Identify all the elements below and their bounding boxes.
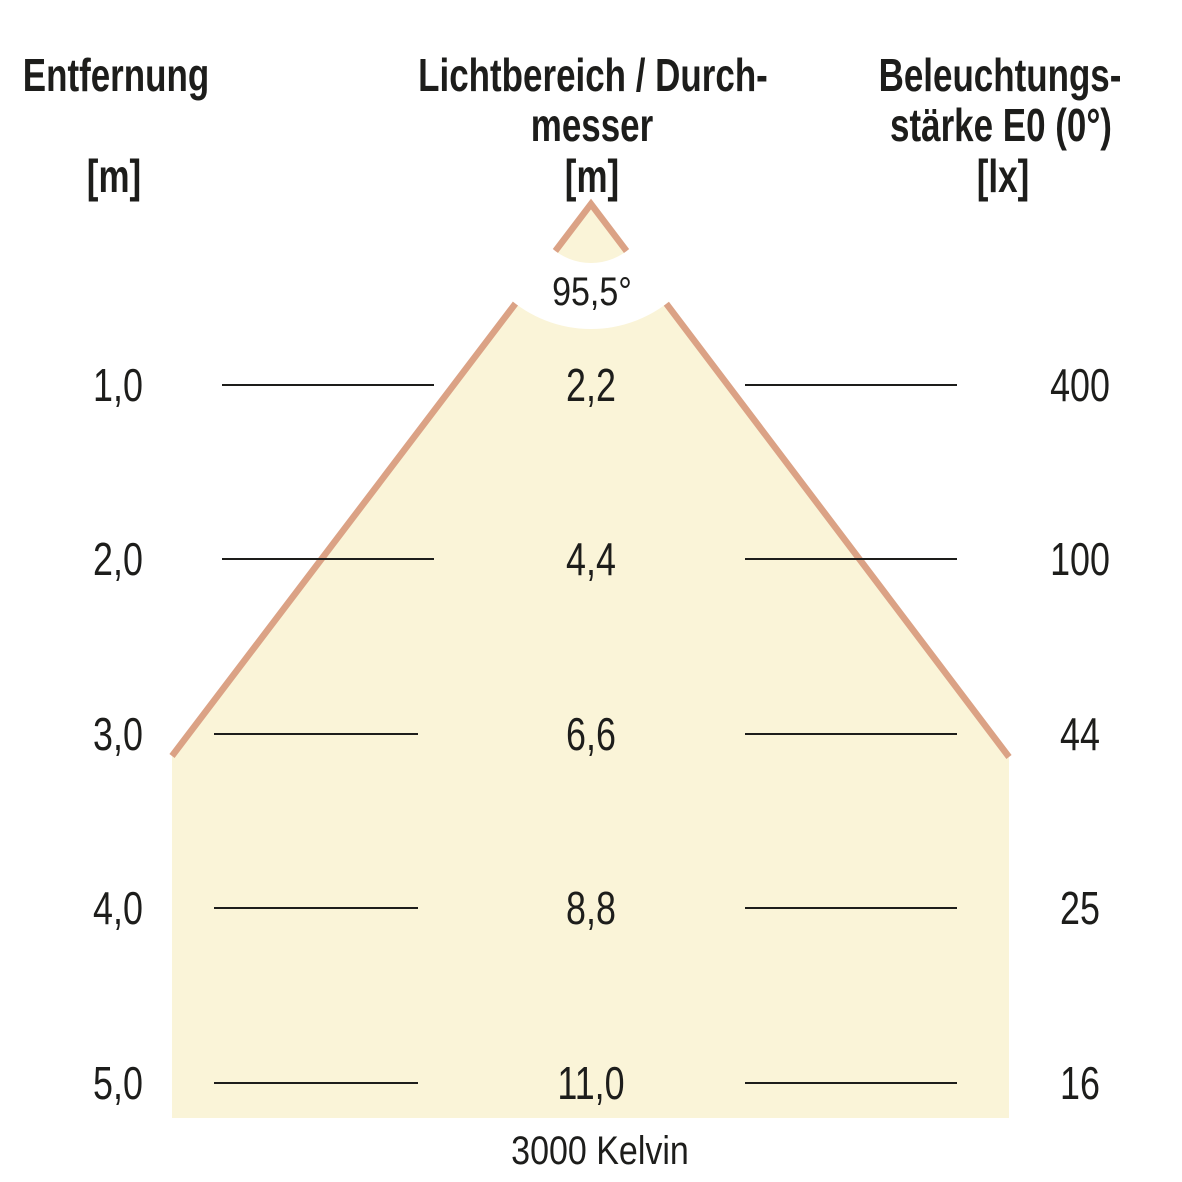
light-cone-edge (169, 198, 1012, 759)
row1-distance: 1,0 (93, 359, 143, 411)
beam-angle-label: 95,5° (552, 270, 632, 314)
row2-diameter: 4,4 (566, 533, 616, 585)
tick-line-left-row1 (222, 384, 434, 386)
row5-distance: 5,0 (93, 1057, 143, 1109)
color-temperature-label: 3000 Kelvin (511, 1129, 689, 1173)
tick-line-left-row5 (214, 1082, 418, 1084)
row3-illuminance: 44 (1060, 708, 1100, 760)
col-header-diameter-title-1: Lichtbereich / Durch- (418, 49, 768, 101)
col-header-illuminance-unit: [lx] (976, 150, 1030, 202)
tick-line-right-row3 (745, 733, 957, 735)
beam-angle-gap-band (466, 79, 716, 329)
row2-illuminance: 100 (1050, 533, 1110, 585)
row1-illuminance: 400 (1050, 359, 1110, 411)
col-header-distance-title: Entfernung (22, 49, 210, 101)
row1-diameter: 2,2 (566, 359, 616, 411)
tick-line-right-row4 (745, 907, 957, 909)
row4-illuminance: 25 (1060, 882, 1100, 934)
row4-diameter: 8,8 (566, 882, 616, 934)
col-header-distance-unit: [m] (86, 150, 142, 202)
tick-line-right-row5 (745, 1082, 957, 1084)
tick-line-left-row3 (214, 733, 418, 735)
light-cone-shape (172, 204, 1009, 1118)
row2-distance: 2,0 (93, 533, 143, 585)
col-header-diameter-unit: [m] (564, 150, 620, 202)
tick-line-right-row1 (745, 384, 957, 386)
tick-line-right-row2 (745, 558, 957, 560)
col-header-illuminance-title-2: stärke E0 (0°) (890, 99, 1112, 151)
tick-line-left-row2 (222, 558, 434, 560)
col-header-diameter-title-2: messer (530, 99, 654, 151)
row3-distance: 3,0 (93, 708, 143, 760)
col-header-illuminance-title-1: Beleuchtungs- (878, 49, 1122, 101)
row5-diameter: 11,0 (557, 1057, 625, 1109)
tick-line-left-row4 (214, 907, 418, 909)
row5-illuminance: 16 (1060, 1057, 1100, 1109)
row4-distance: 4,0 (93, 882, 143, 934)
row3-diameter: 6,6 (566, 708, 616, 760)
